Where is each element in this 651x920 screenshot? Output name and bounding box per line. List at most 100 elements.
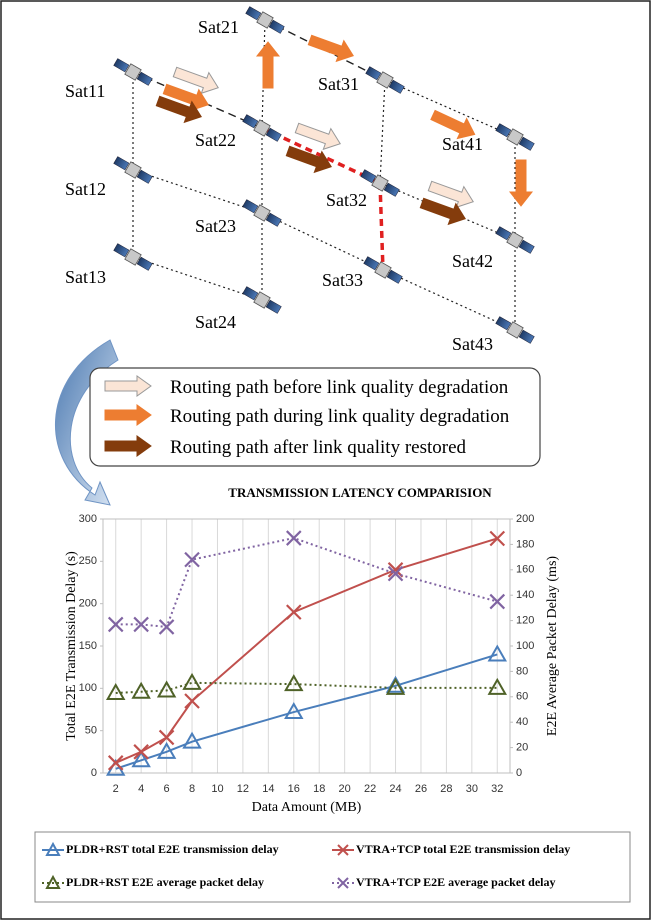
route-arrow [307,34,354,63]
series-line [115,681,498,694]
legend-label: PLDR+RST total E2E transmission delay [66,842,279,856]
y2-tick-label: 100 [516,640,534,652]
node-label: Sat43 [452,334,493,354]
solar-panel [265,299,282,314]
solar-panel [245,6,262,21]
satellite-body [371,174,389,192]
y-tick-label: 300 [79,513,97,525]
satellite [113,243,153,271]
x-tick-label: 32 [491,783,503,795]
solar-panel [365,66,382,81]
y-tick-label: 50 [85,725,97,737]
satellite [365,66,405,94]
marker [158,619,175,635]
y2-tick-label: 0 [516,767,522,779]
link [384,79,516,138]
solar-panel [360,169,377,184]
x-tick-label: 26 [415,783,427,795]
marker [133,616,149,633]
solar-panel [136,169,153,184]
legend-marker [45,841,61,856]
node-label: Sat11 [65,81,105,101]
route-arrow [162,83,209,112]
satellite-body [124,63,142,81]
satellite-body [253,291,271,309]
satellite [242,286,282,314]
legend-arrow [104,435,152,457]
solar-panel [363,256,380,271]
node-label: Sat32 [326,190,367,210]
node-label: Sat33 [322,270,363,290]
node-label: Sat12 [65,179,106,199]
marker [182,672,202,690]
x-tick-label: 8 [189,783,195,795]
marker [286,604,302,620]
link [379,79,386,184]
x-tick-label: 22 [364,783,376,795]
route-arrow [294,122,341,151]
x-tick-label: 4 [138,783,144,795]
link [261,212,384,271]
network-diagram: Sat21 Sat31 Sat41 Sat11 Sat22 Sat32 Sat42 Sat12… [65,6,535,354]
satellite-body [124,248,142,266]
marker [487,644,508,662]
x-tick-label: 6 [164,783,170,795]
solar-panel [242,286,259,301]
satellite [242,199,282,227]
satellite [495,316,535,344]
y2-tick-label: 120 [516,615,534,627]
marker [107,616,124,633]
satellite [113,156,153,184]
marker [385,675,406,693]
solar-panel [136,71,153,86]
satellite-body [253,204,271,222]
x-tick-label: 28 [440,783,452,795]
satellite-body [506,321,524,339]
route-arrow [508,159,534,207]
route-arrow [155,95,202,124]
route-arrow [172,66,219,95]
node-label: Sat24 [195,312,236,332]
route-arrow [430,109,476,140]
solar-panel [242,199,259,214]
solar-panel [388,79,405,94]
satellite-body [374,261,392,279]
marker [182,731,202,749]
y-tick-label: 0 [91,767,97,779]
x-tick-label: 30 [466,783,478,795]
solar-panel [495,316,512,331]
y2-tick-label: 200 [516,513,534,525]
link [261,19,266,129]
satellite [113,58,153,86]
legend-symbol [45,841,61,856]
legend-marker [45,874,61,889]
satellite [242,114,282,142]
solar-panel [242,114,259,129]
marker [387,565,404,582]
legend-marker [337,844,349,856]
x-axis-title: Data Amount (MB) [252,800,362,815]
chart-legend [34,831,631,903]
y2-tick-label: 80 [516,665,528,677]
route-arrow [285,145,332,174]
solar-panel [495,123,512,138]
x-tick-label: 10 [211,783,223,795]
marker [105,682,126,700]
node-label: Sat21 [198,17,239,37]
satellite [495,226,535,254]
legend-symbol [337,877,349,889]
y-tick-label: 250 [79,555,97,567]
y-axis-title: Total E2E Transmission Delay (s) [64,551,79,741]
satellite [245,6,285,34]
solar-panel [518,329,535,344]
marker [284,674,304,692]
x-tick-label: 12 [237,783,249,795]
satellite-body [506,231,524,249]
marker [284,702,304,720]
node-label: Sat23 [195,216,236,236]
solar-panel [113,156,130,171]
satellite-body [376,71,394,89]
flow-arrow [55,339,119,506]
solar-panel [518,239,535,254]
